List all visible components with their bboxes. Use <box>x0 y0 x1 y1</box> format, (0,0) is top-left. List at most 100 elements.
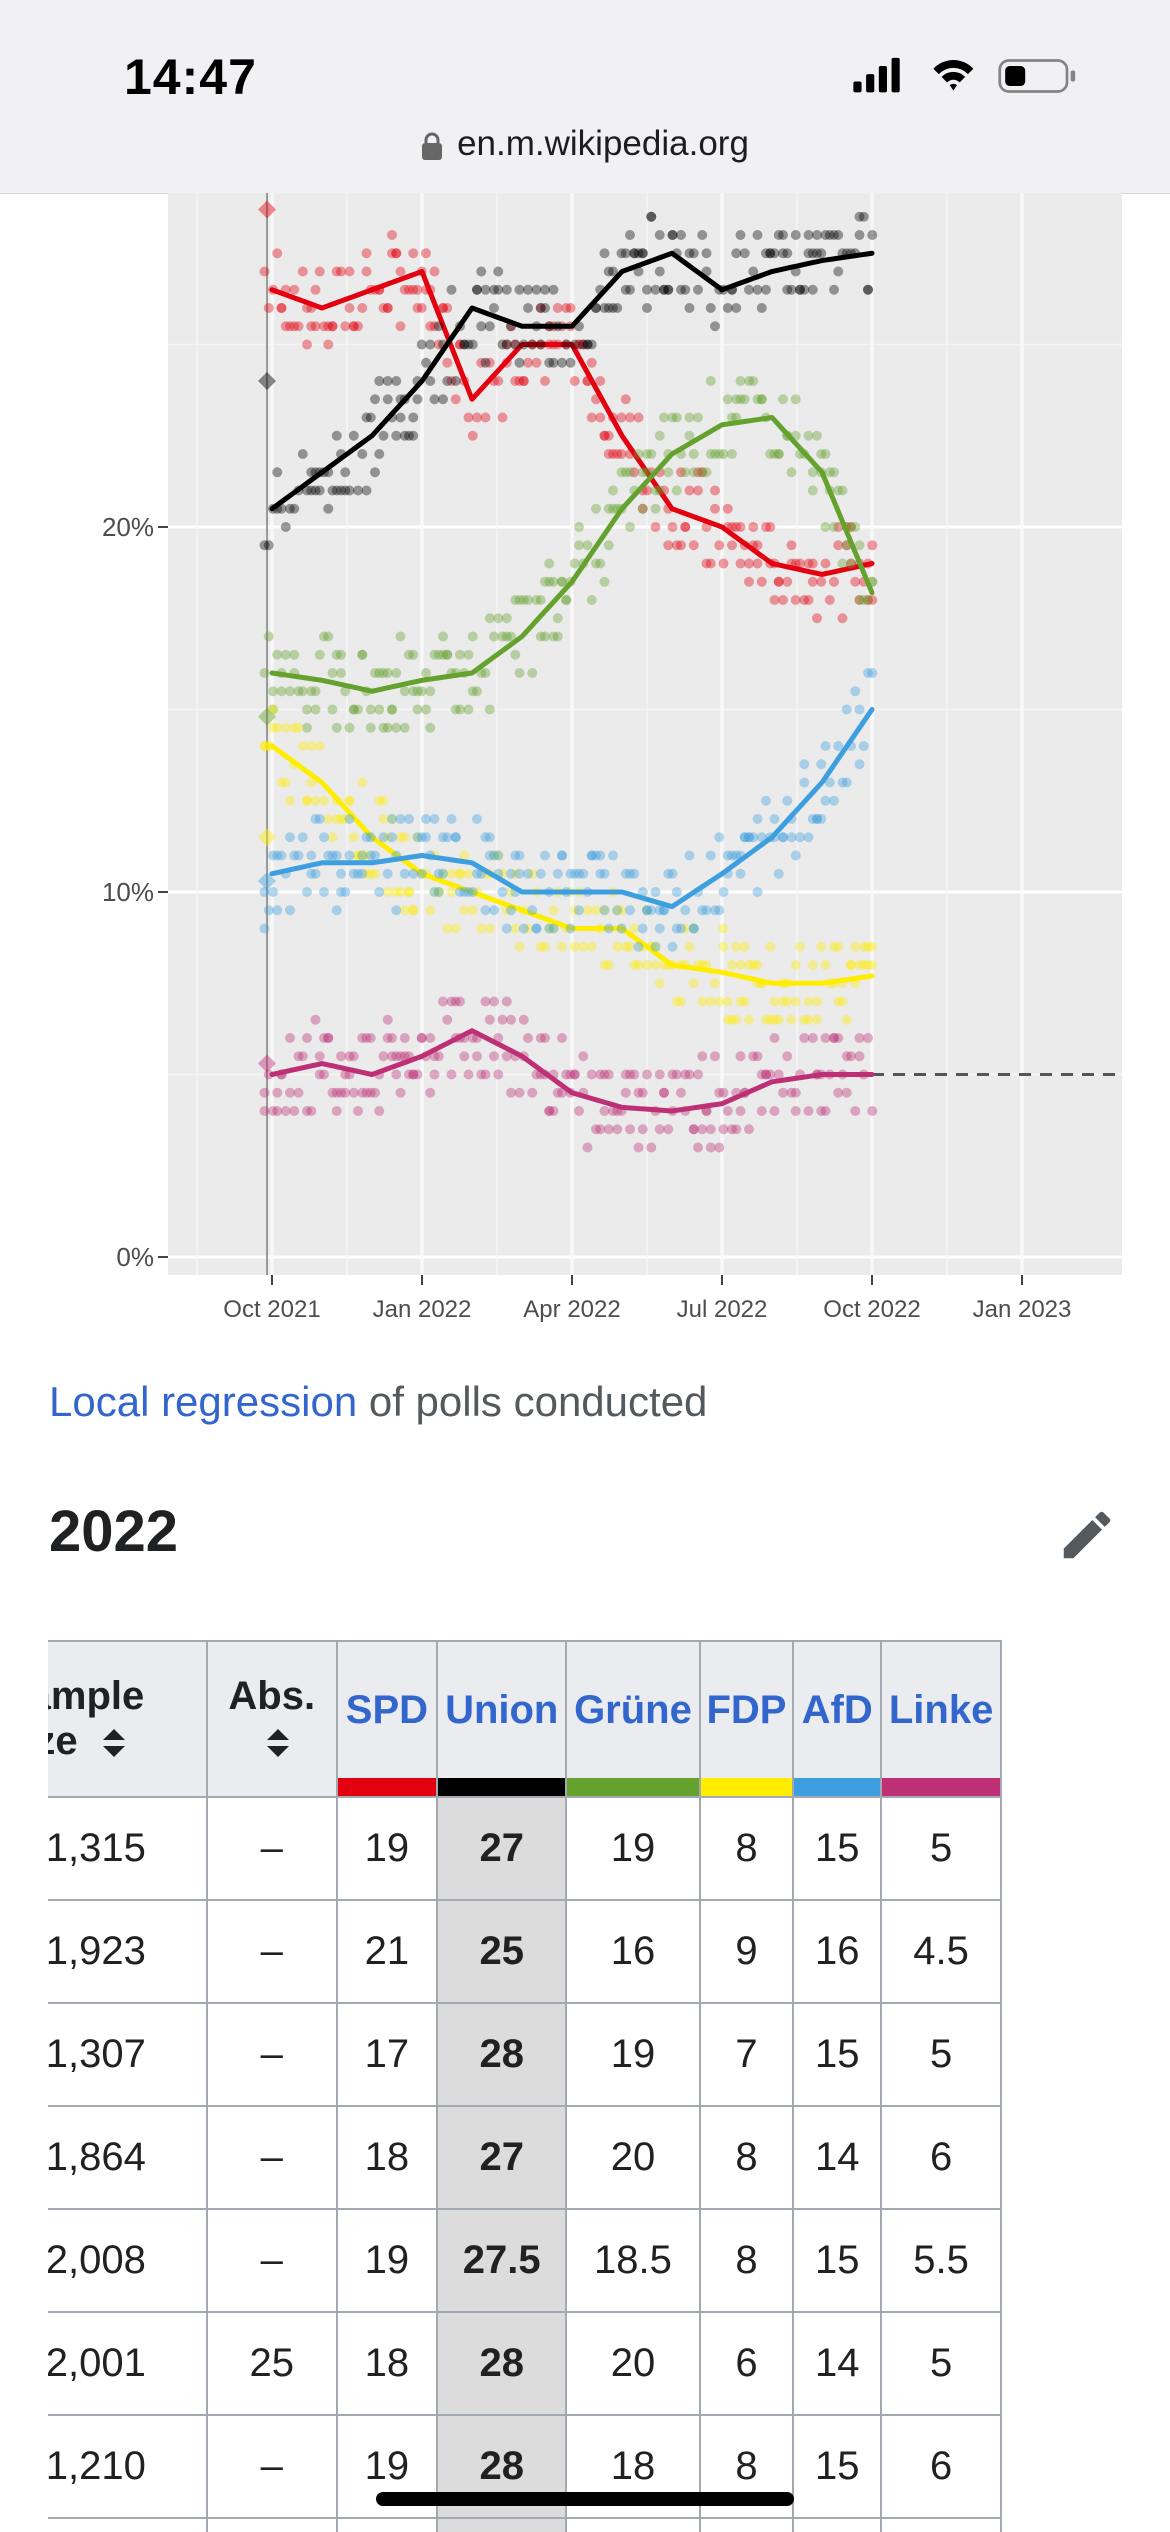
poll-point <box>374 704 385 715</box>
poll-point <box>803 595 814 605</box>
poll-point <box>429 321 440 332</box>
poll-point <box>416 303 427 313</box>
poll-point <box>654 1124 665 1135</box>
poll-point <box>412 686 423 697</box>
poll-point <box>586 339 597 350</box>
poll-point <box>361 485 372 496</box>
poll-point <box>773 449 784 459</box>
poll-point <box>773 1069 784 1080</box>
sample-size-label: Sample size <box>48 1674 145 1763</box>
poll-point <box>671 923 682 934</box>
poll-point <box>314 814 325 824</box>
address-bar[interactable]: en.m.wikipedia.org <box>0 124 1170 164</box>
poll-point <box>684 485 695 496</box>
poll-point <box>701 558 712 569</box>
poll-point <box>650 887 661 897</box>
poll-point <box>676 1087 686 1098</box>
poll-point <box>765 248 776 259</box>
sample-size-header[interactable]: Sample size <box>48 1640 208 1798</box>
poll-point <box>561 303 572 313</box>
poll-point <box>489 631 499 642</box>
abs-cell: – <box>205 2414 338 2519</box>
poll-point <box>450 394 461 405</box>
poll-point <box>684 1069 695 1080</box>
poll-point <box>731 522 742 532</box>
party-header-grüne[interactable]: Grüne <box>565 1640 701 1798</box>
value-cell-linke: 5.5 <box>880 2208 1002 2313</box>
poll-point <box>727 850 737 861</box>
value-cell-union: 28 <box>436 2002 568 2107</box>
poll-point <box>285 795 295 806</box>
party-header-union[interactable]: Union <box>436 1640 568 1798</box>
poll-point <box>548 905 559 916</box>
poll-point <box>497 631 508 642</box>
polls-table[interactable]: Sample size Abs. SPD Union Grüne FDP AfD Link… <box>48 1640 1120 2532</box>
poll-point <box>863 595 873 605</box>
poll-point <box>540 376 550 386</box>
poll-point <box>399 686 410 697</box>
poll-point <box>850 1106 861 1116</box>
poll-point <box>327 832 338 843</box>
party-header-afd[interactable]: AfD <box>792 1640 883 1798</box>
poll-point <box>863 1033 873 1043</box>
poll-point <box>722 394 733 405</box>
poll-point <box>484 321 495 332</box>
poll-point <box>425 686 436 697</box>
poll-point <box>680 284 691 295</box>
poll-point <box>535 941 546 952</box>
party-header-fdp[interactable]: FDP <box>698 1640 795 1798</box>
poll-point <box>446 887 457 897</box>
poll-point <box>302 1106 312 1116</box>
sort-icon[interactable] <box>265 1727 291 1759</box>
poll-point <box>416 1033 427 1043</box>
party-header-spd[interactable]: SPD <box>335 1640 439 1798</box>
poll-point <box>272 1087 283 1098</box>
poll-point <box>650 522 661 532</box>
sort-icon[interactable] <box>101 1727 127 1759</box>
poll-point <box>484 357 495 368</box>
poll-point <box>637 248 648 259</box>
poll-point <box>408 430 419 441</box>
poll-point <box>833 996 844 1007</box>
local-regression-link[interactable]: Local regression <box>49 1378 358 1425</box>
value-cell-union: 27 <box>436 1796 568 1901</box>
poll-point <box>752 814 763 824</box>
poll-point <box>765 522 776 532</box>
poll-point <box>625 905 635 916</box>
poll-point <box>506 1014 516 1025</box>
poll-point <box>710 449 720 459</box>
party-header-linke[interactable]: Linke <box>880 1640 1002 1798</box>
poll-point <box>467 686 478 697</box>
poll-point <box>489 1051 499 1062</box>
poll-point <box>693 485 703 496</box>
poll-point <box>336 649 346 660</box>
poll-point <box>761 1069 771 1080</box>
abs-cell: – <box>205 1899 338 2004</box>
value-cell-afd: 15 <box>792 1796 883 1901</box>
trend-line <box>269 707 875 910</box>
poll-point <box>289 284 300 295</box>
poll-point <box>535 868 546 879</box>
poll-point <box>510 850 521 861</box>
poll-point <box>833 1087 844 1098</box>
poll-point <box>391 248 402 259</box>
poll-point <box>310 485 321 496</box>
poll-point <box>497 868 508 879</box>
abs-header[interactable]: Abs. <box>205 1640 338 1798</box>
poll-point <box>812 613 822 624</box>
poll-point <box>633 1142 644 1153</box>
poll-point <box>467 1033 478 1043</box>
poll-point <box>637 887 648 897</box>
poll-point <box>858 941 869 952</box>
poll-point <box>323 631 334 642</box>
edit-pencil-icon[interactable] <box>1056 1504 1118 1566</box>
poll-point <box>625 412 635 423</box>
poll-point <box>319 1033 329 1043</box>
home-indicator[interactable] <box>376 2492 794 2506</box>
poll-point <box>527 339 538 350</box>
poll-point <box>523 595 533 605</box>
poll-point <box>459 339 470 350</box>
poll-point <box>790 1087 801 1098</box>
poll-point <box>331 485 342 496</box>
poll-point <box>637 467 648 478</box>
